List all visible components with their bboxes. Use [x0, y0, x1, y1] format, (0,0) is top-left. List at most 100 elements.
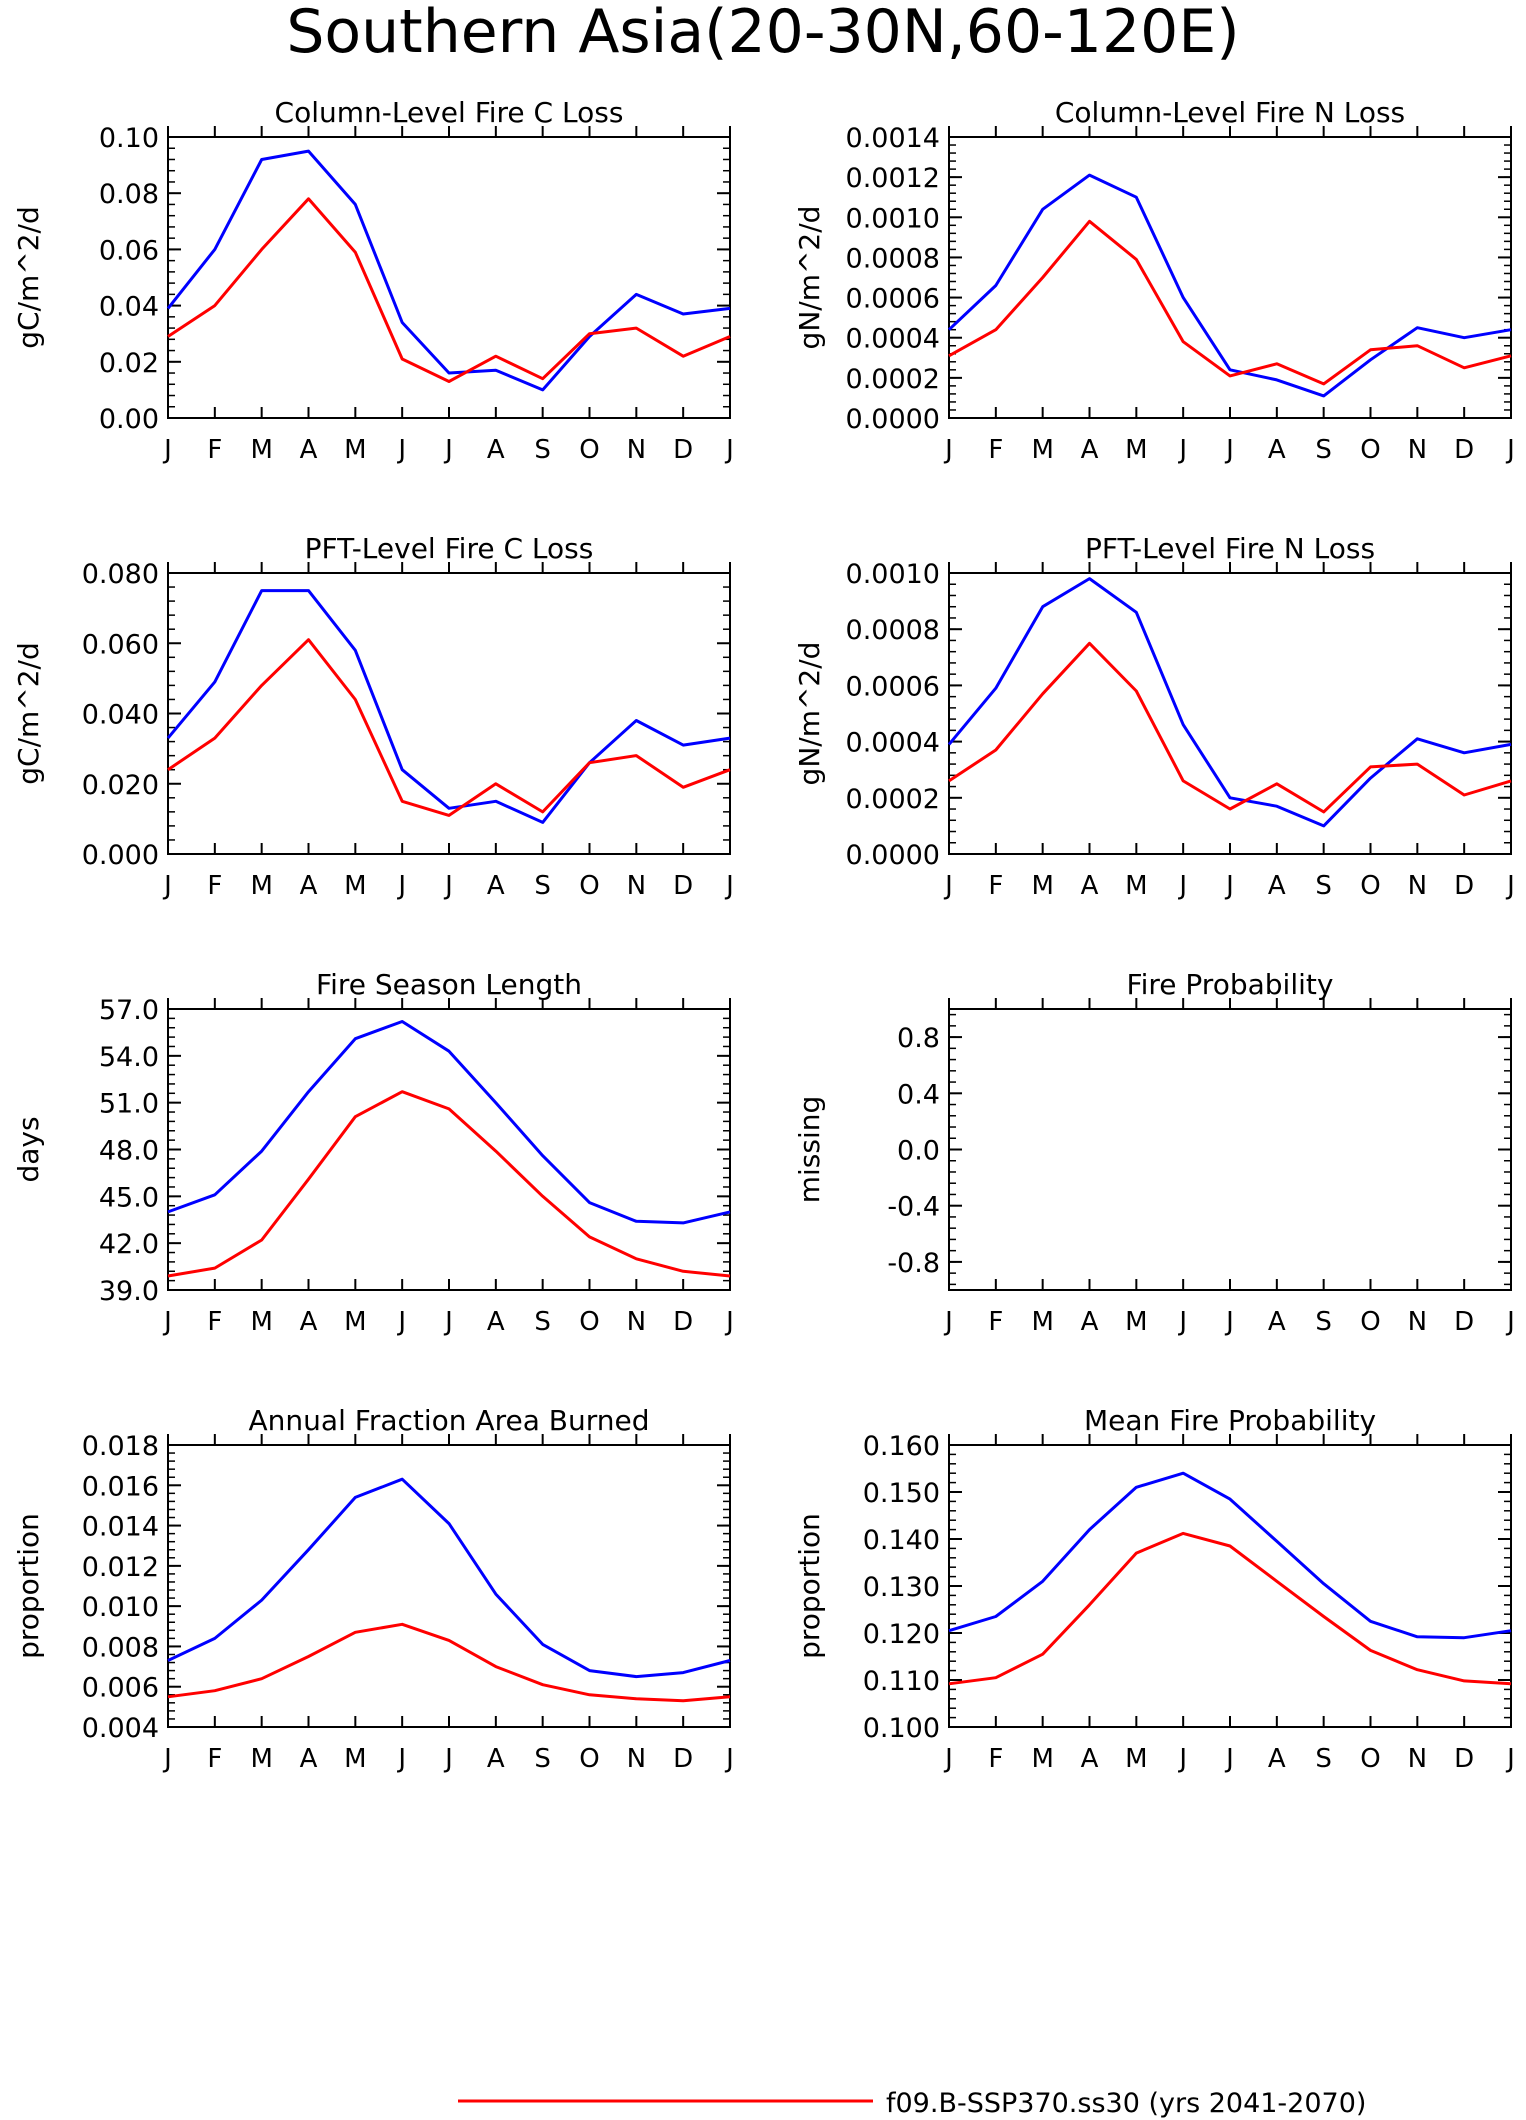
series-line	[167, 1090, 731, 1278]
y-tick-label: 0.04	[99, 292, 159, 323]
x-tick-label: M	[250, 435, 272, 465]
x-tick-label: D	[673, 1307, 693, 1337]
y-tick-label: 45.0	[99, 1182, 159, 1213]
y-tick-label: 0.016	[82, 1471, 159, 1502]
x-tick-label: M	[250, 1744, 272, 1774]
x-tick-label: A	[300, 871, 318, 901]
y-tick-label: 0.0010	[846, 203, 940, 234]
x-tick-label: J	[162, 1744, 172, 1774]
x-tick-label: A	[1081, 435, 1099, 465]
x-tick-label: J	[396, 435, 406, 465]
x-tick-label: M	[344, 1744, 366, 1774]
x-tick-label: N	[1408, 1307, 1427, 1337]
x-tick-label: J	[1224, 871, 1234, 901]
x-tick-label: O	[579, 435, 599, 465]
y-axis-label: gN/m^2/d	[793, 206, 826, 350]
x-tick-label: J	[1224, 435, 1234, 465]
x-tick-label: A	[487, 1744, 505, 1774]
y-tick-label: 0.018	[82, 1431, 159, 1462]
series-line	[948, 219, 1512, 386]
series-line	[947, 173, 1512, 398]
x-tick-label: M	[1031, 1307, 1053, 1337]
x-tick-label: S	[1315, 1744, 1332, 1774]
x-tick-label: M	[1031, 1744, 1053, 1774]
y-tick-label: 0.040	[82, 700, 159, 731]
legend: f09.B-SSP370.ss30 (yrs 2041-2070)	[458, 2088, 1366, 2119]
x-tick-label: N	[1408, 1744, 1427, 1774]
x-tick-label: O	[579, 1744, 599, 1774]
x-tick-label: N	[1408, 435, 1427, 465]
plot-frame	[948, 1008, 1512, 1291]
x-tick-label: D	[1454, 435, 1474, 465]
y-tick-label: 0.014	[82, 1512, 159, 1543]
x-tick-label: A	[300, 1744, 318, 1774]
x-tick-label: J	[724, 871, 734, 901]
x-tick-label: S	[534, 435, 551, 465]
series-line	[948, 1471, 1512, 1640]
y-tick-label: 39.0	[99, 1276, 159, 1307]
x-tick-label: N	[627, 1307, 646, 1337]
x-tick-label: J	[1177, 1744, 1187, 1774]
series-line	[948, 1531, 1512, 1686]
series-line	[167, 1477, 731, 1679]
x-tick-label: M	[344, 435, 366, 465]
y-tick-label: 0.120	[863, 1619, 940, 1650]
y-tick-label: 0.10	[99, 123, 159, 154]
y-tick-label: 0.004	[82, 1713, 159, 1744]
y-tick-label: 0.080	[82, 559, 159, 590]
x-tick-label: J	[162, 435, 172, 465]
x-tick-label: J	[396, 1744, 406, 1774]
y-tick-label: 0.060	[82, 629, 159, 660]
x-tick-label: J	[1505, 1307, 1515, 1337]
x-tick-label: A	[1081, 1307, 1099, 1337]
series-line	[167, 638, 731, 817]
x-tick-label: A	[300, 1307, 318, 1337]
x-tick-label: F	[207, 435, 222, 465]
panel-title: Annual Fraction Area Burned	[249, 1404, 650, 1437]
x-tick-label: D	[673, 1744, 693, 1774]
panel-title: Fire Season Length	[316, 968, 582, 1001]
series-line	[167, 1622, 731, 1703]
x-tick-label: M	[1125, 435, 1147, 465]
y-tick-label: 54.0	[99, 1042, 159, 1073]
y-tick-label: 42.0	[99, 1229, 159, 1260]
y-axis-label: days	[12, 1116, 45, 1182]
x-tick-label: J	[724, 1744, 734, 1774]
x-tick-label: J	[396, 871, 406, 901]
y-axis-label: proportion	[793, 1513, 826, 1659]
panel-title: PFT-Level Fire N Loss	[1085, 532, 1375, 565]
x-tick-label: A	[1268, 435, 1286, 465]
chart-panel: J F M A M J J A S O N D J39.042.045.048.051.054.057.…	[12, 968, 734, 1337]
x-tick-label: M	[1125, 871, 1147, 901]
x-tick-label: A	[487, 1307, 505, 1337]
x-tick-label: M	[344, 871, 366, 901]
x-tick-label: M	[250, 1307, 272, 1337]
y-tick-label: 51.0	[99, 1089, 159, 1120]
x-tick-label: A	[1268, 1307, 1286, 1337]
x-tick-label: O	[1360, 1744, 1380, 1774]
y-tick-label: 0.150	[863, 1478, 940, 1509]
x-tick-label: J	[724, 1307, 734, 1337]
x-tick-label: J	[1505, 871, 1515, 901]
plot-frame	[167, 1444, 731, 1728]
x-tick-label: F	[207, 871, 222, 901]
y-tick-label: 0.0006	[846, 671, 940, 702]
x-tick-label: S	[1315, 871, 1332, 901]
x-tick-label: J	[1224, 1307, 1234, 1337]
y-tick-label: 0.0012	[846, 163, 940, 194]
x-tick-label: J	[1224, 1744, 1234, 1774]
panel-title: Fire Probability	[1127, 968, 1334, 1001]
chart-panel: J F M A M J J A S O N D J0.00000.00020.00040.00060.0…	[793, 96, 1515, 465]
y-tick-label: 0.02	[99, 348, 159, 379]
y-tick-label: 48.0	[99, 1136, 159, 1167]
panel-title: PFT-Level Fire C Loss	[305, 532, 594, 565]
y-tick-label: 0.0002	[846, 364, 940, 395]
series-line	[166, 589, 731, 824]
y-tick-label: 0.100	[863, 1713, 940, 1744]
y-tick-label: 0.0004	[846, 728, 940, 759]
x-tick-label: J	[162, 1307, 172, 1337]
x-tick-label: J	[443, 871, 453, 901]
x-tick-label: F	[988, 1744, 1003, 1774]
y-tick-label: 0.0002	[846, 784, 940, 815]
